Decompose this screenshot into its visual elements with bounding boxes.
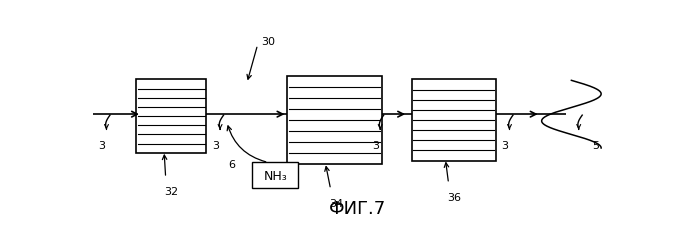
Text: 30: 30 bbox=[262, 36, 276, 46]
Text: 3: 3 bbox=[372, 140, 379, 150]
Bar bbox=[136, 80, 207, 153]
Text: 36: 36 bbox=[447, 192, 461, 202]
Text: 34: 34 bbox=[329, 198, 343, 208]
Text: 5: 5 bbox=[592, 140, 600, 150]
Bar bbox=[412, 80, 496, 161]
Bar bbox=[252, 163, 298, 188]
Text: 3: 3 bbox=[501, 140, 508, 150]
Text: NH₃: NH₃ bbox=[263, 169, 287, 182]
Text: 6: 6 bbox=[229, 160, 236, 170]
Bar bbox=[288, 76, 382, 165]
Text: 3: 3 bbox=[98, 140, 105, 150]
Text: ФИГ.7: ФИГ.7 bbox=[329, 199, 387, 217]
Text: 32: 32 bbox=[164, 187, 178, 197]
Text: 3: 3 bbox=[212, 140, 219, 150]
